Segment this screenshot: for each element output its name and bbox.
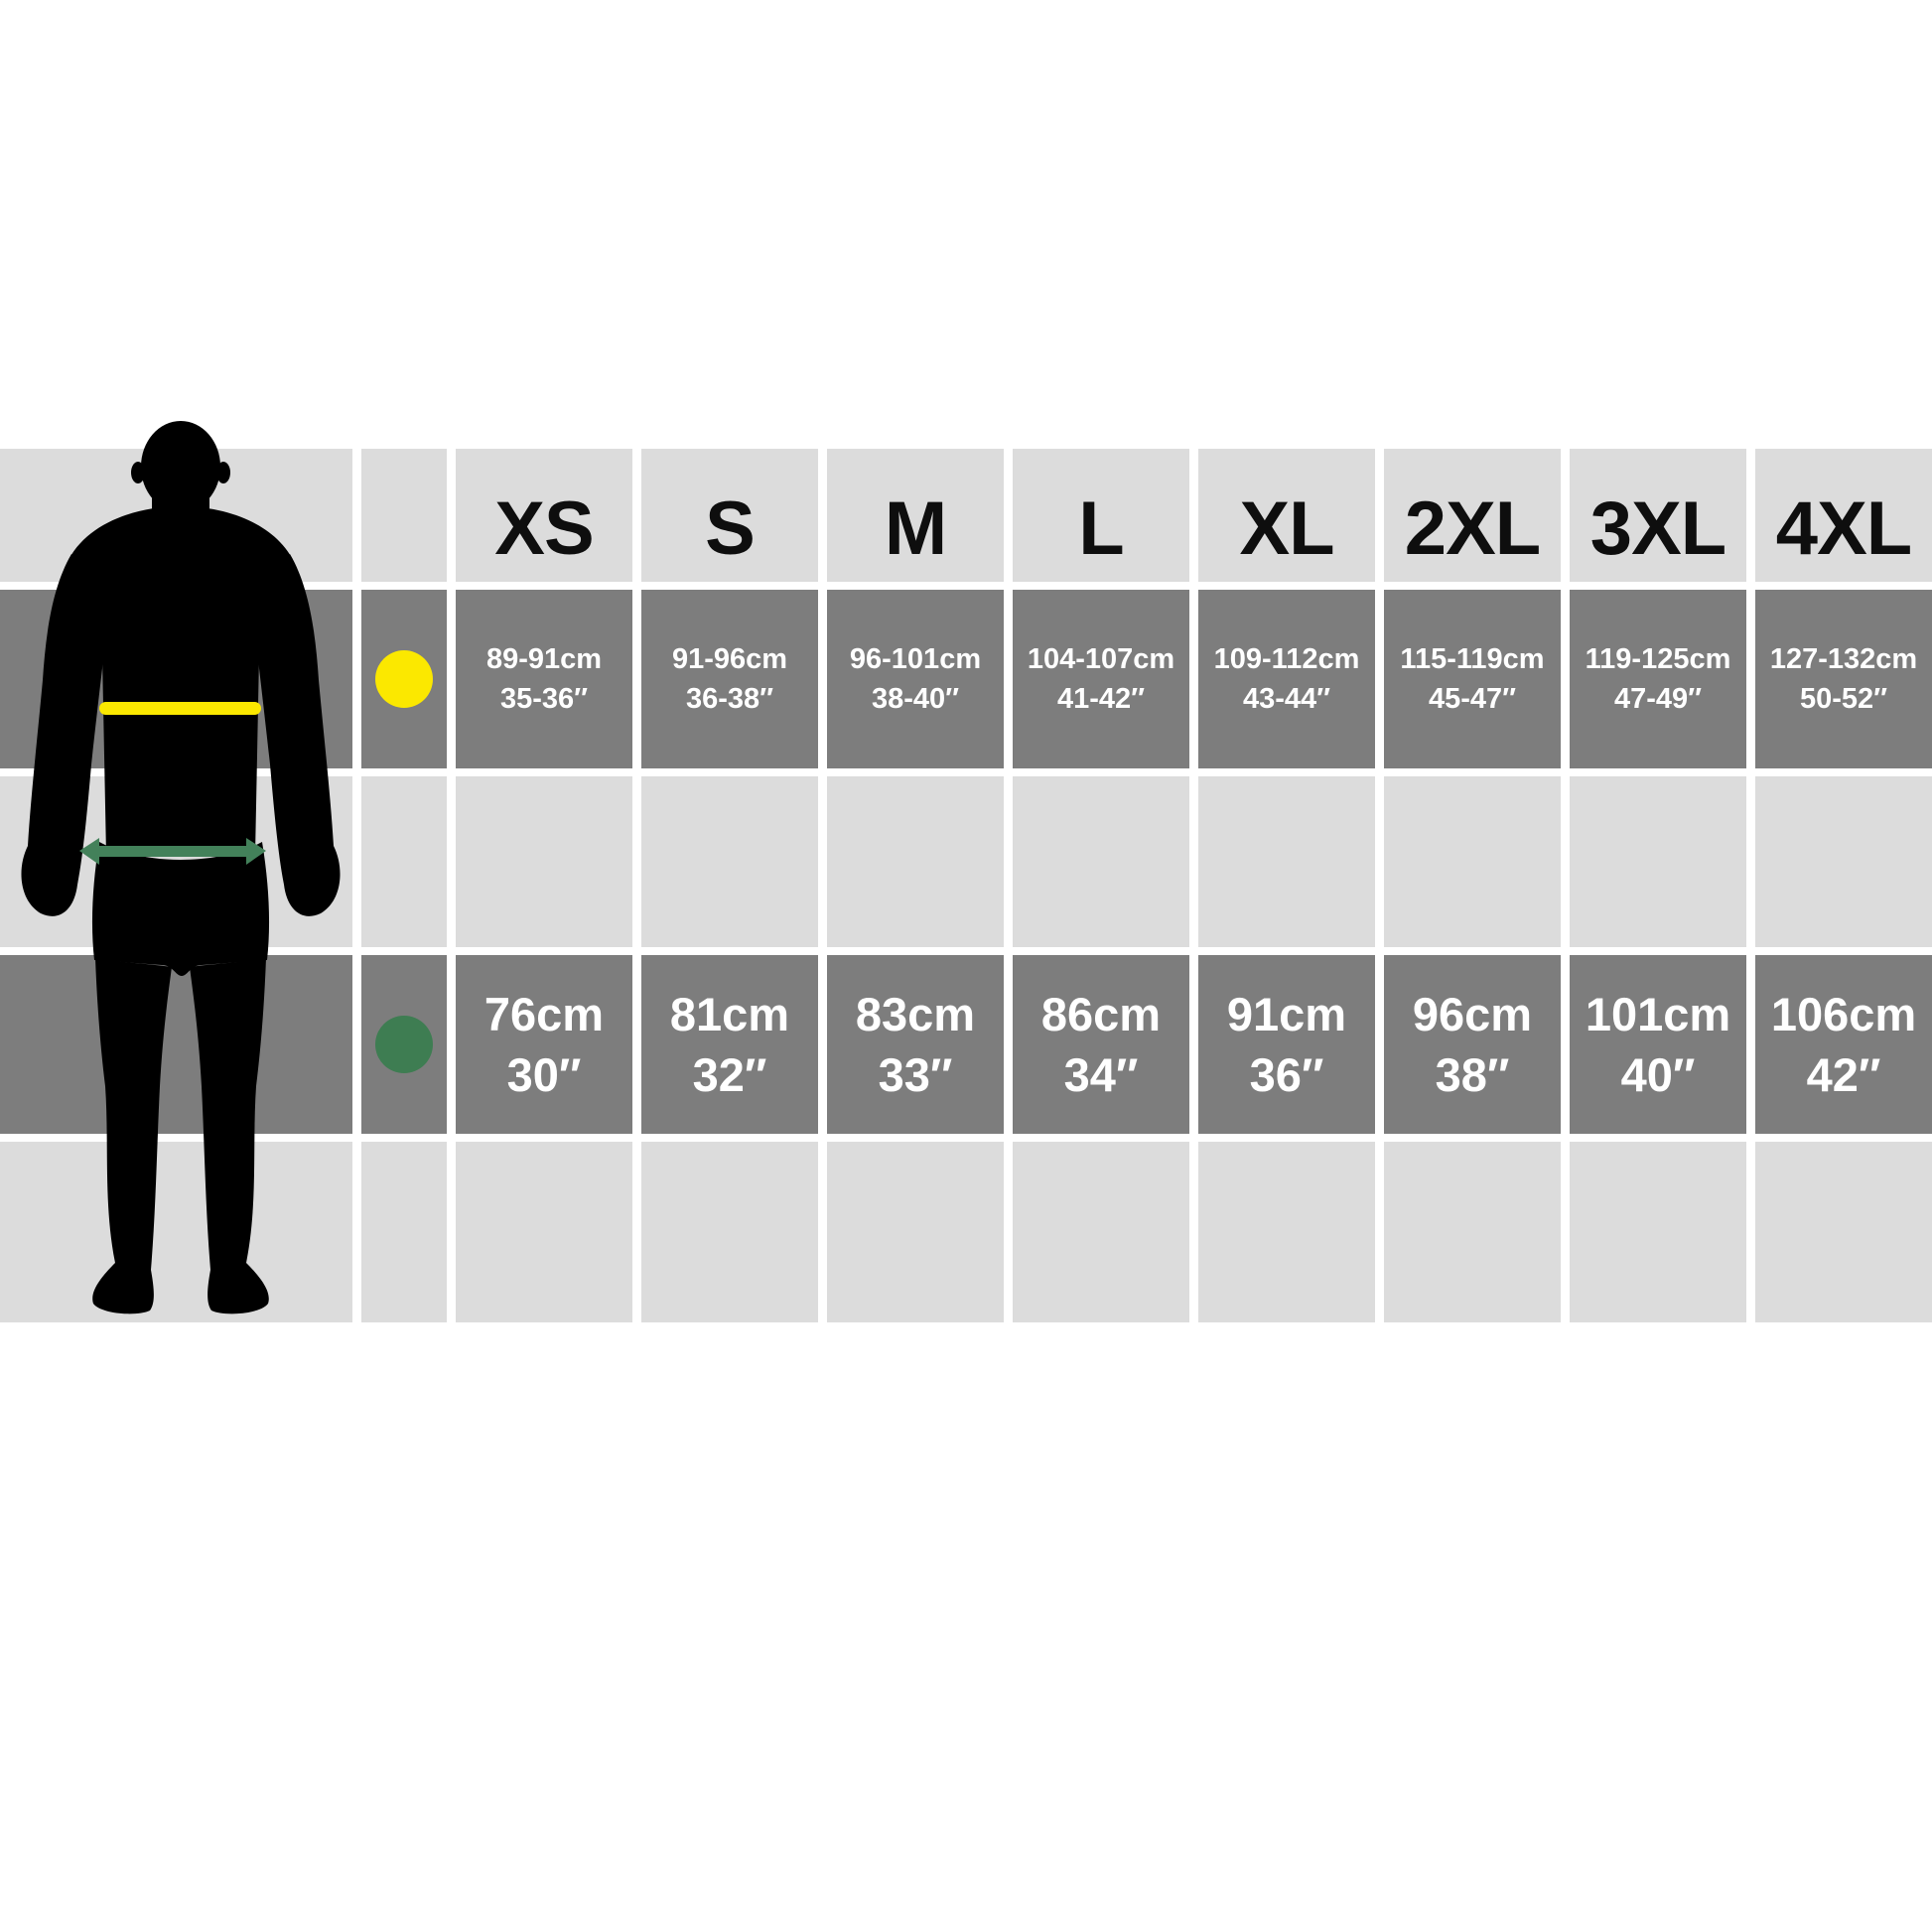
waist-cell-xs: 76cm 30″ [456, 955, 632, 1134]
spacer-cell [1198, 776, 1375, 947]
waist-cm: 76cm [483, 987, 605, 1040]
waist-cell-4xl: 106cm 42″ [1755, 955, 1932, 1134]
chest-in: 43-44″ [1242, 683, 1331, 715]
waist-cm: 96cm [1412, 987, 1533, 1040]
spacer-cell [1570, 776, 1746, 947]
spacer-cell [1198, 1142, 1375, 1322]
spacer-cell [1570, 1142, 1746, 1322]
chest-dot-icon [375, 650, 433, 708]
silhouette-bg-bottom-row [0, 1142, 352, 1322]
waist-in: 32″ [692, 1048, 767, 1101]
spacer-cell [361, 776, 447, 947]
spacer-cell [641, 1142, 818, 1322]
chest-measure-line [99, 702, 261, 715]
waist-cell-s: 81cm 32″ [641, 955, 818, 1134]
header-cell-4xl: 4XL [1755, 449, 1932, 582]
spacer-cell [1013, 776, 1189, 947]
header-cell-l: L [1013, 449, 1189, 582]
chest-cell-m: 96-101cm 38-40″ [827, 590, 1004, 768]
chest-cell-4xl: 127-132cm 50-52″ [1755, 590, 1932, 768]
chest-cm: 109-112cm [1213, 642, 1360, 675]
header-cell-s: S [641, 449, 818, 582]
chest-cell-s: 91-96cm 36-38″ [641, 590, 818, 768]
waist-marker-cell [361, 955, 447, 1134]
chest-cm: 127-132cm [1769, 642, 1918, 675]
chest-cell-3xl: 119-125cm 47-49″ [1570, 590, 1746, 768]
chest-cell-xl: 109-112cm 43-44″ [1198, 590, 1375, 768]
header-cell-2xl: 2XL [1384, 449, 1561, 582]
waist-in: 42″ [1806, 1048, 1881, 1101]
chest-cell-2xl: 115-119cm 45-47″ [1384, 590, 1561, 768]
waist-in: 34″ [1063, 1048, 1139, 1101]
waist-measure-arrow [79, 838, 266, 865]
header-cell-xs: XS [456, 449, 632, 582]
waist-cell-xl: 91cm 36″ [1198, 955, 1375, 1134]
header-cell-m: M [827, 449, 1004, 582]
waist-cell-l: 86cm 34″ [1013, 955, 1189, 1134]
arrow-left-tip [79, 838, 99, 865]
waist-cm: 106cm [1770, 987, 1917, 1040]
chest-in: 35-36″ [499, 683, 589, 715]
chest-in: 50-52″ [1799, 683, 1888, 715]
chest-cm: 119-125cm [1585, 642, 1731, 675]
header-cell-xl: XL [1198, 449, 1375, 582]
waist-in: 36″ [1249, 1048, 1324, 1101]
chest-cm: 91-96cm [671, 642, 788, 675]
spacer-cell [361, 1142, 447, 1322]
chest-cm: 115-119cm [1400, 642, 1545, 675]
size-table: XS S M L XL 2XL 3XL 4XL 89-91cm 35-36″ 9… [0, 449, 1932, 1322]
chest-cm: 96-101cm [849, 642, 982, 675]
waist-cm: 91cm [1226, 987, 1347, 1040]
spacer-cell [827, 776, 1004, 947]
chest-cm: 104-107cm [1027, 642, 1175, 675]
silhouette-bg-waist-row [0, 955, 352, 1134]
chest-marker-cell [361, 590, 447, 768]
arrow-shaft [93, 846, 252, 857]
header-cell-3xl: 3XL [1570, 449, 1746, 582]
chest-cm: 89-91cm [485, 642, 603, 675]
waist-cm: 86cm [1040, 987, 1162, 1040]
waist-cell-m: 83cm 33″ [827, 955, 1004, 1134]
spacer-cell [456, 776, 632, 947]
spacer-cell [456, 1142, 632, 1322]
waist-cell-2xl: 96cm 38″ [1384, 955, 1561, 1134]
chest-in: 38-40″ [871, 683, 960, 715]
spacer-cell [641, 776, 818, 947]
chest-cell-xs: 89-91cm 35-36″ [456, 590, 632, 768]
chest-in: 36-38″ [685, 683, 774, 715]
chest-in: 47-49″ [1613, 683, 1703, 715]
waist-cell-3xl: 101cm 40″ [1570, 955, 1746, 1134]
spacer-cell [1384, 776, 1561, 947]
waist-in: 30″ [506, 1048, 582, 1101]
waist-in: 38″ [1435, 1048, 1510, 1101]
spacer-cell [1013, 1142, 1189, 1322]
waist-cm: 81cm [669, 987, 790, 1040]
waist-dot-icon [375, 1016, 433, 1073]
marker-col-header [361, 449, 447, 582]
male-body-silhouette [21, 421, 341, 1314]
waist-cm: 101cm [1585, 987, 1731, 1040]
spacer-cell [1755, 776, 1932, 947]
waist-in: 40″ [1620, 1048, 1696, 1101]
spacer-cell [1755, 1142, 1932, 1322]
arrow-right-tip [246, 838, 266, 865]
chest-in: 45-47″ [1428, 683, 1517, 715]
spacer-cell [827, 1142, 1004, 1322]
spacer-cell [1384, 1142, 1561, 1322]
chest-in: 41-42″ [1056, 683, 1146, 715]
waist-cm: 83cm [855, 987, 976, 1040]
chest-cell-l: 104-107cm 41-42″ [1013, 590, 1189, 768]
waist-in: 33″ [878, 1048, 953, 1101]
